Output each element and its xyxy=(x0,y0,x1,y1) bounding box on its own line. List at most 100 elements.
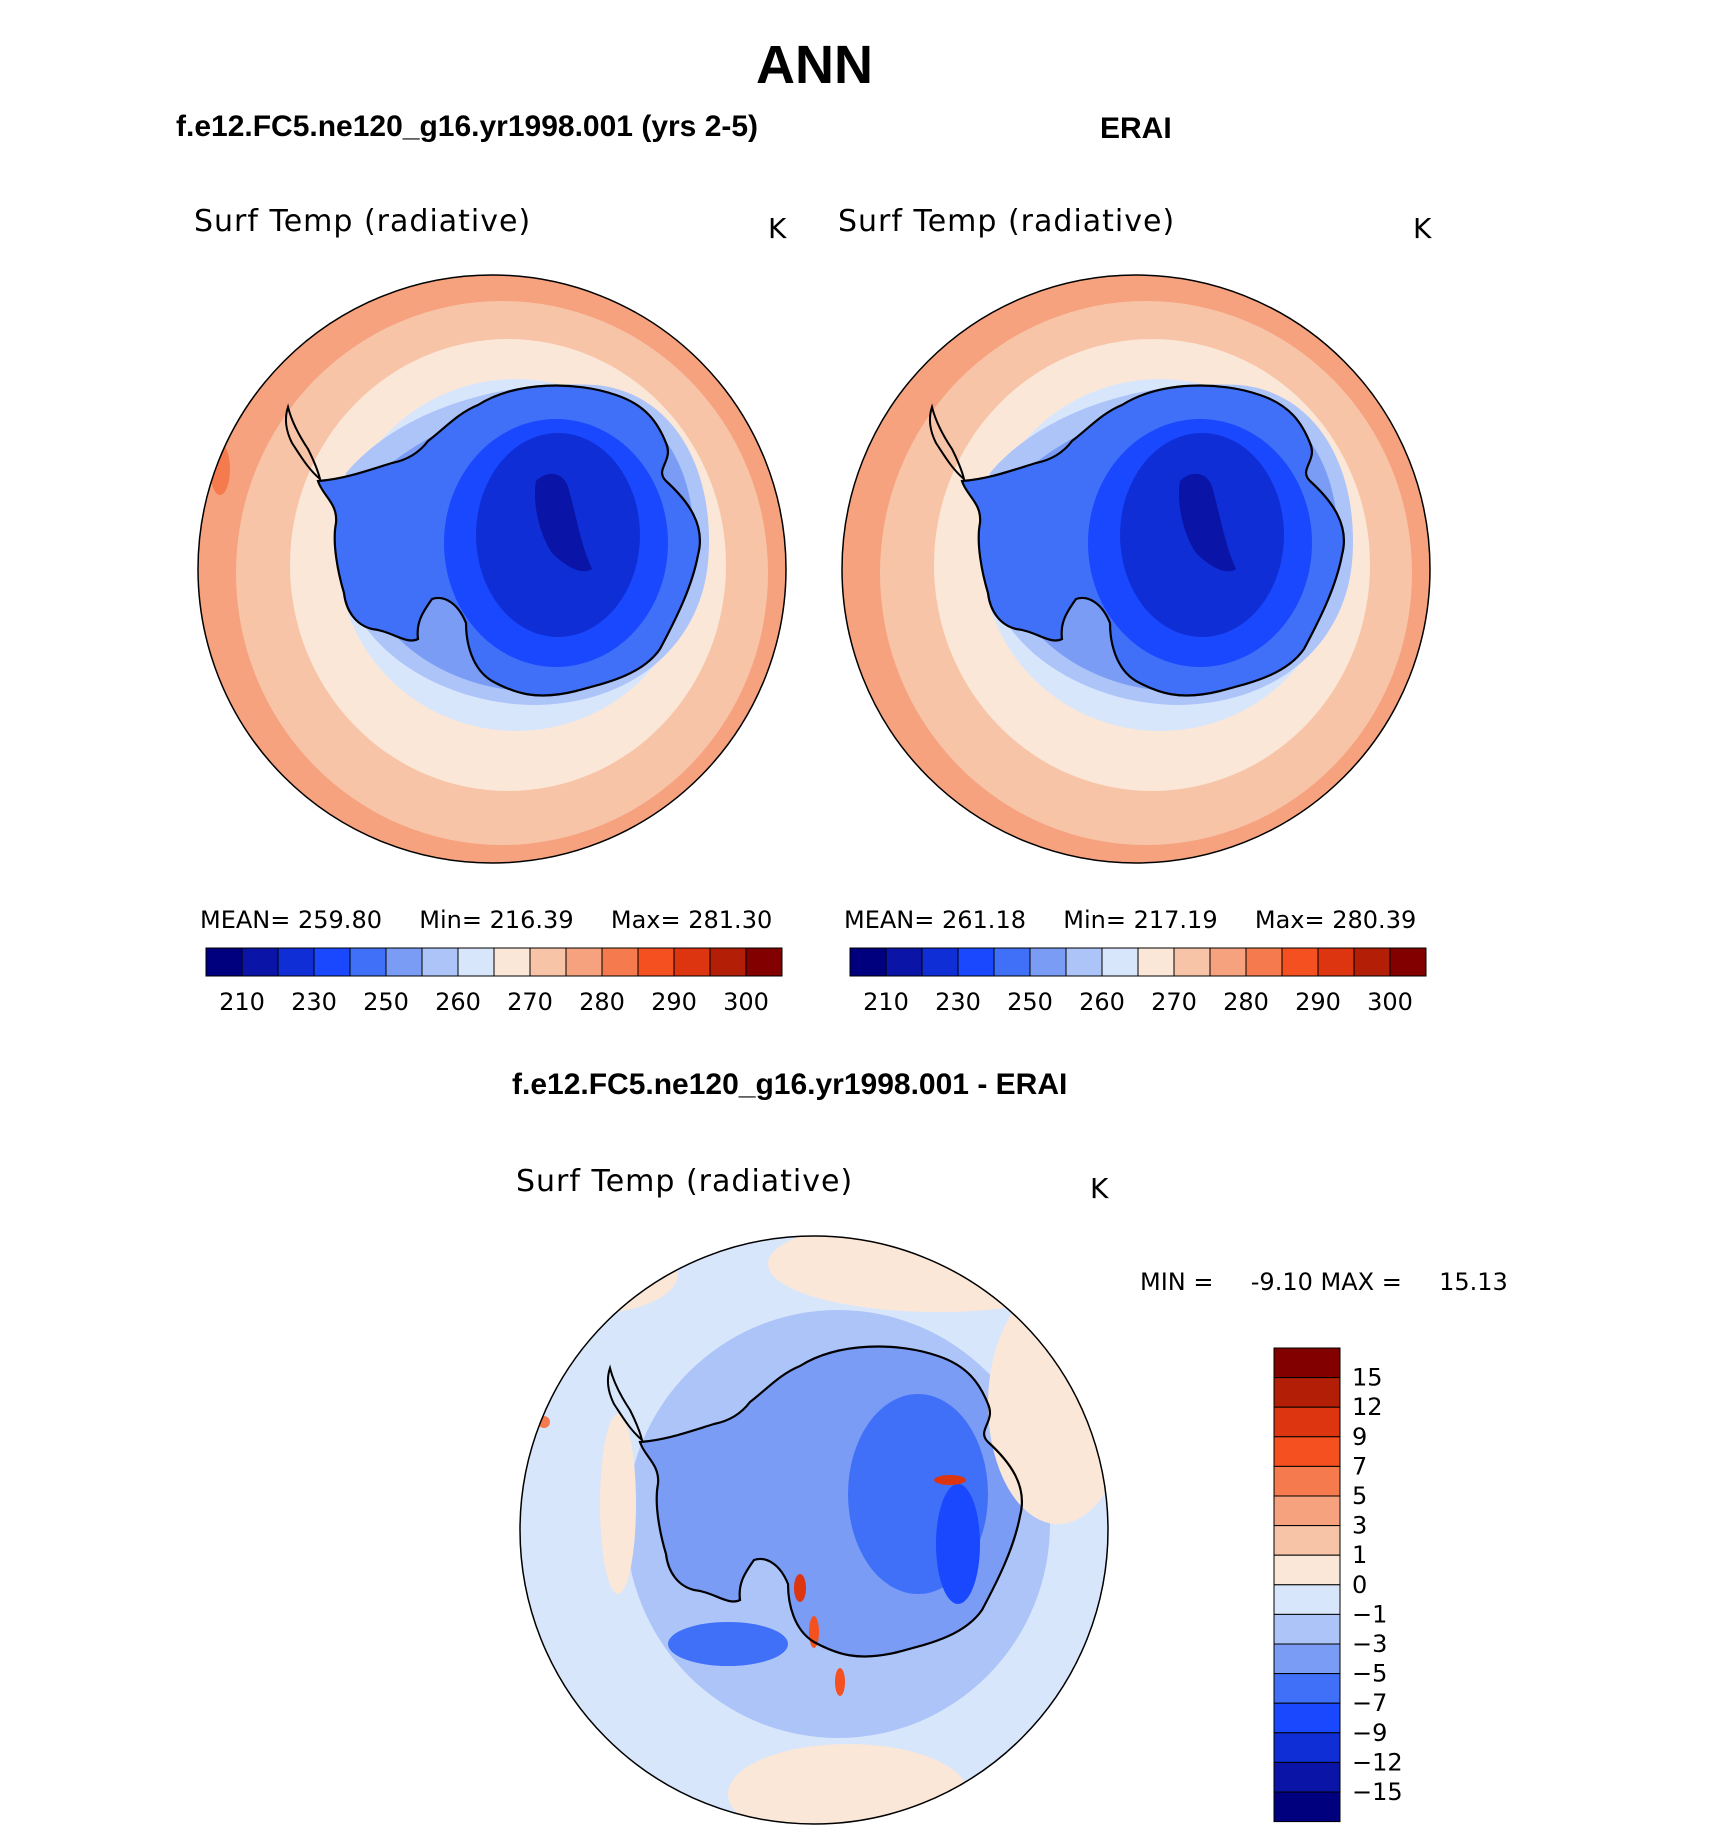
right-max-label: Max= xyxy=(1254,906,1325,934)
colorbar-swatch xyxy=(1245,947,1283,977)
peninsula-coastline xyxy=(928,403,966,482)
antarctica-coastline xyxy=(316,384,701,697)
diff-panel-header: f.e12.FC5.ne120_g16.yr1998.001 - ERAI xyxy=(512,1068,1068,1101)
colorbar-tick-label: 5 xyxy=(1352,1482,1367,1510)
right-min-label: Min= xyxy=(1063,906,1126,934)
colorbar-tick-label: −7 xyxy=(1352,1689,1387,1717)
right-stats: MEAN= 261.18 Min= 217.19 Max= 280.39 xyxy=(844,906,1416,934)
colorbar-swatch xyxy=(421,947,459,977)
colorbar-tick-label: 230 xyxy=(291,988,337,1016)
colorbar-swatch xyxy=(885,947,923,977)
field-band-6 xyxy=(936,1484,980,1604)
colorbar-swatch xyxy=(493,947,531,977)
colorbar-swatch xyxy=(1317,947,1355,977)
colorbar-tick-label: 280 xyxy=(1223,988,1269,1016)
colorbar-swatch xyxy=(1029,947,1067,977)
field-feature-2 xyxy=(600,1414,636,1594)
left-units-label: K xyxy=(768,212,787,245)
colorbar-tick-label: 260 xyxy=(435,988,481,1016)
right-mean-label: MEAN= xyxy=(844,906,935,934)
colorbar-tick-label: 270 xyxy=(507,988,553,1016)
diff-min-label: MIN = xyxy=(1140,1268,1214,1296)
diff-max-value: 15.13 xyxy=(1439,1268,1508,1296)
colorbar-swatch xyxy=(921,947,959,977)
right-colorbar: 210 230 250 260 270 280 290 300 xyxy=(849,947,1427,1016)
left-variable-label: Surf Temp (radiative) xyxy=(194,204,532,239)
left-stats: MEAN= 259.80 Min= 216.39 Max= 281.30 xyxy=(200,906,772,934)
antarctica-coastline xyxy=(960,384,1345,697)
colorbar-swatch xyxy=(993,947,1031,977)
map-boundary xyxy=(197,274,787,864)
colorbar-swatch xyxy=(313,947,351,977)
colorbar-tick-label: 290 xyxy=(1295,988,1341,1016)
colorbar-tick-label: −5 xyxy=(1352,1660,1387,1688)
left-max-label: Max= xyxy=(610,906,681,934)
colorbar-tick-label: 260 xyxy=(1079,988,1125,1016)
colorbar-tick-label: 230 xyxy=(935,988,981,1016)
colorbar-swatch xyxy=(529,947,567,977)
right-max-value: 280.39 xyxy=(1332,906,1417,934)
field-feature-8 xyxy=(835,1668,845,1696)
diff-units-label: K xyxy=(1090,1172,1109,1205)
colorbar-swatch xyxy=(565,947,603,977)
colorbar-swatch xyxy=(637,947,675,977)
colorbar-swatch xyxy=(241,947,279,977)
left-panel-header: f.e12.FC5.ne120_g16.yr1998.001 (yrs 2-5) xyxy=(176,110,759,143)
colorbar-swatch xyxy=(1101,947,1139,977)
left-polar-map xyxy=(197,274,787,864)
colorbar-tick-label: 210 xyxy=(219,988,265,1016)
left-colorbar: 210 230 250 260 270 280 290 300 xyxy=(205,947,783,1016)
field-band-9 xyxy=(1178,473,1236,572)
colorbar-swatch xyxy=(849,947,887,977)
field-feature-0 xyxy=(210,443,230,495)
colorbar-tick-label: 1 xyxy=(1352,1541,1367,1569)
colorbar-swatch xyxy=(1173,947,1211,977)
peninsula-coastline xyxy=(284,403,322,482)
colorbar-swatch xyxy=(1273,1436,1341,1467)
colorbar-swatch xyxy=(709,947,747,977)
left-min-value: 216.39 xyxy=(489,906,574,934)
colorbar-swatch xyxy=(205,947,243,977)
right-variable-label: Surf Temp (radiative) xyxy=(838,204,1176,239)
colorbar-swatch xyxy=(1273,1761,1341,1793)
map-field xyxy=(842,275,1430,863)
right-min-value: 217.19 xyxy=(1133,906,1218,934)
colorbar-tick-label: 210 xyxy=(863,988,909,1016)
colorbar-tick-label: −3 xyxy=(1352,1630,1387,1658)
colorbar-tick-label: 3 xyxy=(1352,1512,1367,1540)
figure-title: ANN xyxy=(756,35,873,95)
colorbar-tick-label: 250 xyxy=(363,988,409,1016)
colorbar-tick-label: 0 xyxy=(1352,1571,1367,1599)
colorbar-tick-label: 250 xyxy=(1007,988,1053,1016)
colorbar-swatch xyxy=(1281,947,1319,977)
colorbar-swatch xyxy=(1273,1495,1341,1527)
colorbar-tick-label: 300 xyxy=(1367,988,1413,1016)
field-band-9 xyxy=(534,473,592,572)
colorbar-swatch xyxy=(1273,1406,1341,1438)
map-field xyxy=(198,275,786,863)
colorbar-swatch xyxy=(1273,1613,1341,1645)
diff-stats: MIN = -9.10 MAX = 15.13 xyxy=(1140,1268,1508,1296)
colorbar-swatch xyxy=(1137,947,1175,977)
colorbar-swatch xyxy=(1273,1673,1341,1704)
map-boundary xyxy=(841,274,1431,864)
colorbar-swatch xyxy=(1273,1643,1341,1675)
colorbar-swatch xyxy=(385,947,423,977)
map-boundary xyxy=(519,1235,1109,1825)
colorbar-swatch xyxy=(957,947,995,977)
diff-variable-label: Surf Temp (radiative) xyxy=(516,1164,854,1199)
right-polar-map xyxy=(841,274,1431,864)
colorbar-swatch xyxy=(1273,1465,1341,1497)
antarctica-coastline xyxy=(638,1345,1023,1658)
colorbar-swatch xyxy=(1273,1791,1341,1823)
diff-polar-map xyxy=(519,1235,1109,1825)
colorbar-swatch xyxy=(601,947,639,977)
colorbar-swatch xyxy=(1209,947,1247,977)
colorbar-swatch xyxy=(1273,1732,1341,1763)
colorbar-tick-label: 270 xyxy=(1151,988,1197,1016)
colorbar-tick-label: 290 xyxy=(651,988,697,1016)
colorbar-tick-label: 280 xyxy=(579,988,625,1016)
right-mean-value: 261.18 xyxy=(942,906,1026,934)
colorbar-tick-label: −15 xyxy=(1352,1778,1403,1806)
